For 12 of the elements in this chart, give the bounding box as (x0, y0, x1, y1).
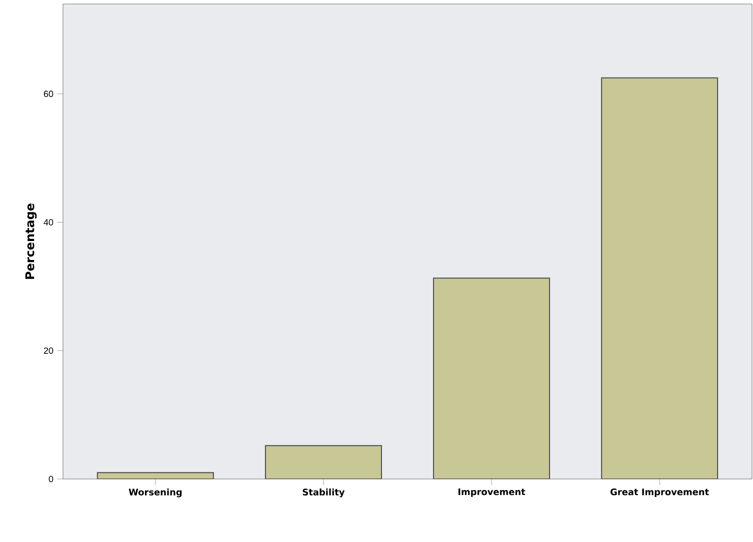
y-tick-label: 20 (44, 347, 54, 354)
bar (264, 445, 382, 479)
x-tick-label: Improvement (458, 488, 526, 497)
y-tick-label: 0 (48, 476, 54, 482)
y-axis-title: Percentage (25, 204, 37, 279)
x-tick-label: Worsening (128, 488, 182, 498)
x-tick-label: Great Improvement (610, 488, 709, 498)
bar (601, 77, 718, 479)
x-tick-label: Stability (302, 488, 345, 498)
y-tick-label: 60 (44, 90, 54, 98)
y-tick-label: 40 (44, 219, 54, 226)
bar (433, 278, 550, 479)
